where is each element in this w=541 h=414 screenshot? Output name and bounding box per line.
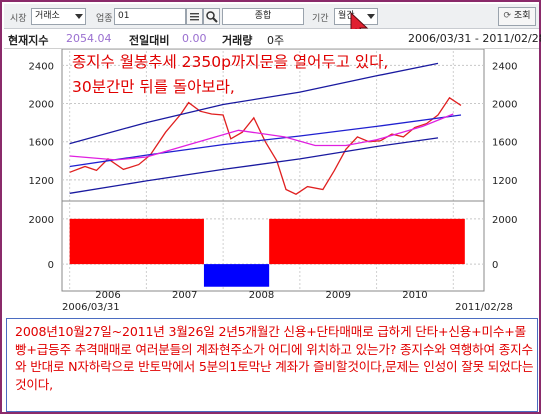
market-value: 거래소 (35, 11, 60, 21)
search-icon (206, 11, 218, 23)
code-list-button[interactable] (186, 8, 203, 25)
index-name-value: 종합 (254, 11, 272, 21)
volume-label: 거래량 (222, 34, 253, 47)
period-label: 기간 (312, 14, 329, 24)
date-range: 2006/03/31 - 2011/02/28 (408, 32, 541, 45)
y-tick-label-left: 0 (48, 260, 54, 271)
query-button[interactable]: ⟳ 조회 (498, 7, 536, 26)
negative-bar (203, 264, 270, 287)
chevron-down-icon (367, 14, 375, 19)
y-tick-label-right: 2000 (492, 100, 517, 111)
moving-average-line (69, 113, 454, 161)
positive-bar (269, 218, 465, 265)
x-tick-label: 2009 (325, 290, 350, 301)
y-tick-label-right: 1600 (492, 138, 517, 149)
market-select[interactable]: 거래소 (31, 8, 86, 25)
x-tick-label: 2007 (172, 290, 197, 301)
y-tick-label-left: 2000 (29, 215, 54, 226)
x-tick-label: 2008 (249, 290, 274, 301)
period-value: 월간 (338, 11, 355, 21)
y-tick-label-right: 2000 (492, 215, 517, 226)
toolbar: 시장 거래소 업종 01 종합 기간 월간 (4, 4, 539, 40)
y-tick-label-left: 1600 (29, 138, 54, 149)
trend-line (69, 114, 462, 168)
market-label: 시장 (10, 14, 27, 24)
upper-band-line (69, 62, 439, 145)
change-label: 전일대비 (129, 34, 170, 47)
y-tick-label-left: 1200 (29, 176, 54, 187)
query-button-label: 조회 (513, 11, 531, 21)
overlay-line-1: 종지수 월봉추세 2350p까지문을 열어두고 있다, (72, 53, 388, 71)
y-tick-label-left: 2400 (29, 61, 54, 72)
y-tick-label-right: 2400 (492, 61, 517, 72)
x-tick-label: 2006 (95, 290, 120, 301)
index-name-field: 종합 (222, 8, 304, 25)
volume-value: 0주 (267, 34, 285, 47)
change-value: 0.00 (182, 32, 207, 45)
current-index-value: 2054.04 (66, 32, 112, 45)
refresh-icon: ⟳ (503, 11, 512, 21)
start-date-label: 2006/03/31 (62, 302, 120, 313)
index-chart: 2400 2400 2000 2000 1600 1600 1200 1200 2000 200… (4, 49, 539, 314)
annotation-text: 2008년10월27일~2011년 3월26일 2년5개월간 신용+단타매매로 … (15, 324, 534, 392)
index-code-input[interactable]: 01 (114, 8, 186, 25)
end-date-label: 2011/02/28 (455, 302, 513, 313)
price-line (69, 96, 462, 195)
x-tick-label: 2010 (402, 290, 427, 301)
search-button[interactable] (203, 8, 220, 25)
index-info-bar: 현재지수 2054.04 전일대비 0.00 거래량 0주 2006/03/31… (4, 29, 541, 49)
y-tick-label-left: 2000 (29, 100, 54, 111)
y-tick-label-right: 1200 (492, 176, 517, 187)
current-index-label: 현재지수 (8, 34, 49, 47)
index-code-value: 01 (118, 11, 130, 21)
lower-band-line (69, 137, 439, 194)
overlay-line-2: 30분간만 뒤를 돌아보라, (72, 78, 235, 96)
chevron-down-icon (75, 14, 83, 19)
y-tick-label-right: 0 (492, 260, 498, 271)
annotation-box: 2008년10월27일~2011년 3월26일 2년5개월간 신용+단타매매로 … (6, 318, 538, 412)
positive-bar (69, 218, 204, 265)
index-label: 업종 (96, 14, 113, 24)
indicator-panel (61, 200, 485, 292)
list-icon (190, 13, 199, 21)
